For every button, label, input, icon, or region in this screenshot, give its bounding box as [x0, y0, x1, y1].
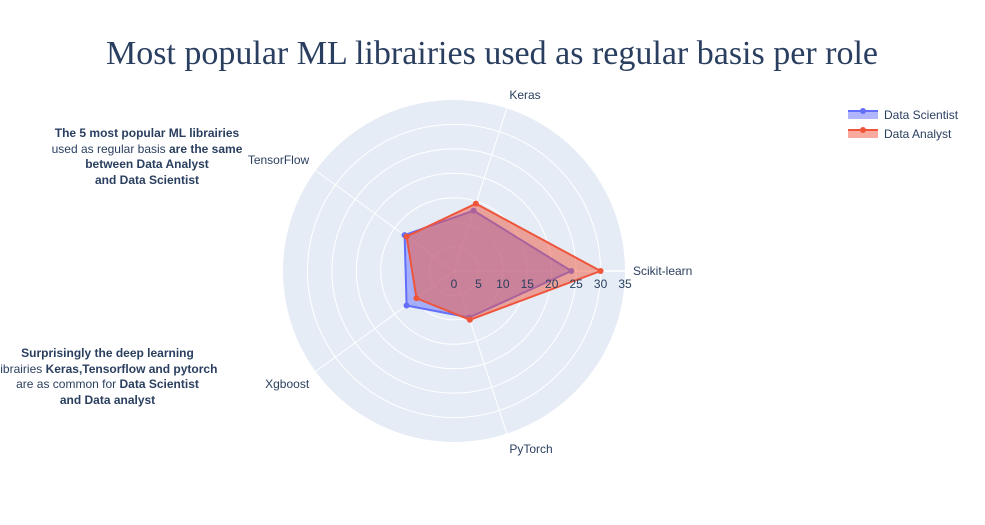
category-label: Scikit-learn	[633, 264, 692, 278]
data-point[interactable]	[413, 295, 420, 302]
annotation-1-line-2-plain: used as regular basis	[51, 141, 169, 156]
radial-tick-label: 30	[594, 277, 608, 291]
legend-label: Data Analyst	[884, 127, 952, 141]
legend-marker	[860, 127, 866, 133]
annotation-1-line-1: The 5 most popular ML librairies	[54, 126, 240, 140]
annotation-1-line-2-bold: are the same	[169, 141, 243, 156]
annotation-2-line-4: and Data analyst	[59, 392, 156, 407]
radial-tick-label: 15	[521, 277, 535, 291]
legend-swatch	[848, 111, 878, 119]
annotation-2-line-2-bold: Keras,Tensorflow and pytorch	[45, 361, 218, 376]
legend[interactable]: Data Scientist Data Analyst	[848, 108, 959, 141]
radial-tick-label: 5	[475, 277, 482, 291]
category-label: TensorFlow	[248, 153, 310, 167]
data-point[interactable]	[466, 316, 473, 323]
legend-marker	[860, 108, 866, 114]
category-label: Keras	[509, 88, 540, 102]
data-point[interactable]	[597, 268, 604, 274]
legend-item-2[interactable]: Data Analyst	[848, 127, 952, 141]
series-layer	[401, 200, 604, 323]
radial-tick-label: 25	[569, 277, 583, 291]
radial-tick-label: 0	[451, 277, 458, 291]
annotation-1-line-3: between Data Analyst	[85, 157, 209, 171]
data-point[interactable]	[472, 200, 479, 207]
annotation-libraries-same: The 5 most popular ML librairies used as…	[22, 126, 272, 188]
legend-label: Data Scientist	[884, 108, 959, 122]
legend-swatch	[848, 130, 878, 138]
radial-tick-label: 35	[618, 277, 632, 291]
series-area-2[interactable]	[405, 202, 604, 321]
radial-tick-label: 20	[545, 277, 559, 291]
category-label: Xgboost	[265, 377, 310, 391]
data-point[interactable]	[403, 302, 410, 309]
annotation-2-line-2-plain: librairies	[0, 361, 46, 376]
annotation-2-line-3-bold: Data Scientist	[119, 377, 199, 391]
legend-item-1[interactable]: Data Scientist	[848, 108, 959, 122]
data-point[interactable]	[403, 233, 410, 240]
category-label: PyTorch	[509, 442, 552, 456]
annotation-2-line-1: Surprisingly the deep learning	[21, 346, 194, 360]
chart-title: Most popular ML librairies used as regul…	[106, 35, 878, 72]
annotation-1-line-4: and Data Scientist	[94, 172, 200, 187]
radial-tick-label: 10	[496, 277, 510, 291]
annotation-deep-learning: Surprisingly the deep learning librairie…	[0, 346, 240, 408]
annotation-2-line-3-plain: are as common for	[16, 377, 120, 391]
